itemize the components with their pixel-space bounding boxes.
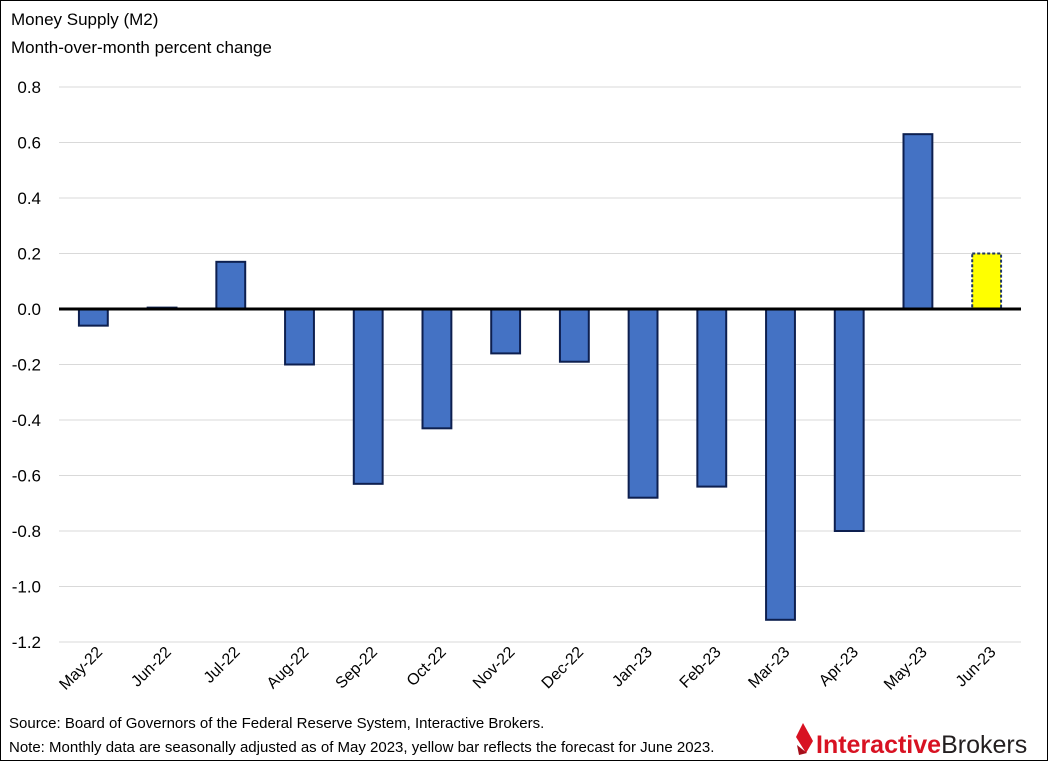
bar-feb-23 (696, 308, 728, 488)
logo-mark-icon (796, 723, 813, 755)
bar-sep-22 (352, 308, 384, 485)
x-category-label: Nov-22 (470, 644, 519, 693)
gridlines (59, 86, 1021, 643)
x-category-label: Aug-22 (264, 644, 313, 693)
y-tick-label: 0.0 (17, 300, 41, 319)
source-note: Source: Board of Governors of the Federa… (9, 715, 544, 732)
bar-jul-22 (215, 260, 247, 311)
x-category-label: Apr-23 (816, 644, 862, 690)
bar-dec-22 (558, 308, 590, 363)
bar-oct-22 (421, 308, 453, 430)
y-tick-label: -1.2 (12, 633, 41, 652)
interactive-brokers-logo: InteractiveBrokers (796, 723, 1027, 759)
forecast-bar-jun-23 (971, 252, 1003, 310)
x-category-label: Jun-23 (953, 644, 1000, 691)
x-category-label: Mar-23 (745, 644, 793, 692)
logo-text-interactive: Interactive (816, 731, 941, 759)
x-category-label: Jun-22 (128, 644, 175, 691)
y-tick-label: 0.4 (17, 189, 41, 208)
forecast-note: Note: Monthly data are seasonally adjust… (9, 739, 714, 756)
bar-jan-23 (627, 308, 659, 499)
logo-text-brokers: Brokers (941, 731, 1027, 759)
y-tick-label: -0.8 (12, 522, 41, 541)
chart-subtitle: Month-over-month percent change (11, 38, 272, 57)
y-tick-label: 0.8 (17, 78, 41, 97)
x-category-label: May-22 (56, 644, 106, 694)
y-tick-label: 0.6 (17, 134, 41, 153)
bar-nov-22 (490, 308, 522, 355)
x-category-label: Dec-22 (539, 644, 588, 693)
bar-mar-23 (765, 308, 796, 621)
x-category-label: Oct-22 (404, 644, 450, 690)
bar-may-22 (77, 308, 109, 327)
y-tick-label: 0.2 (17, 245, 41, 264)
y-tick-label: -0.4 (12, 411, 41, 430)
bar-apr-23 (833, 308, 865, 532)
x-category-label: May-23 (881, 644, 931, 694)
x-category-label: Feb-23 (677, 644, 725, 692)
x-axis-category-labels: May-22 Jun-22 Jul-22 Aug-22 Sep-22 Oct-22 Nov-… (56, 644, 999, 694)
y-tick-label: -0.6 (12, 467, 41, 486)
y-tick-label: -0.2 (12, 356, 41, 375)
y-axis-tick-labels: 0.8 0.6 0.4 0.2 0.0 -0.2 -0.4 -0.6 -0.8 -1.0 -1.2 (12, 78, 41, 652)
x-category-label: Jan-23 (609, 644, 656, 691)
bar-aug-22 (284, 308, 315, 366)
bar-may-23 (902, 133, 934, 310)
x-category-label: Sep-22 (333, 644, 382, 693)
logo-wordmark: InteractiveBrokers (816, 731, 1027, 759)
x-category-label: Jul-22 (201, 644, 244, 687)
bars (77, 133, 1003, 621)
chart-title: Money Supply (M2) (11, 10, 158, 29)
y-tick-label: -1.0 (12, 578, 41, 597)
